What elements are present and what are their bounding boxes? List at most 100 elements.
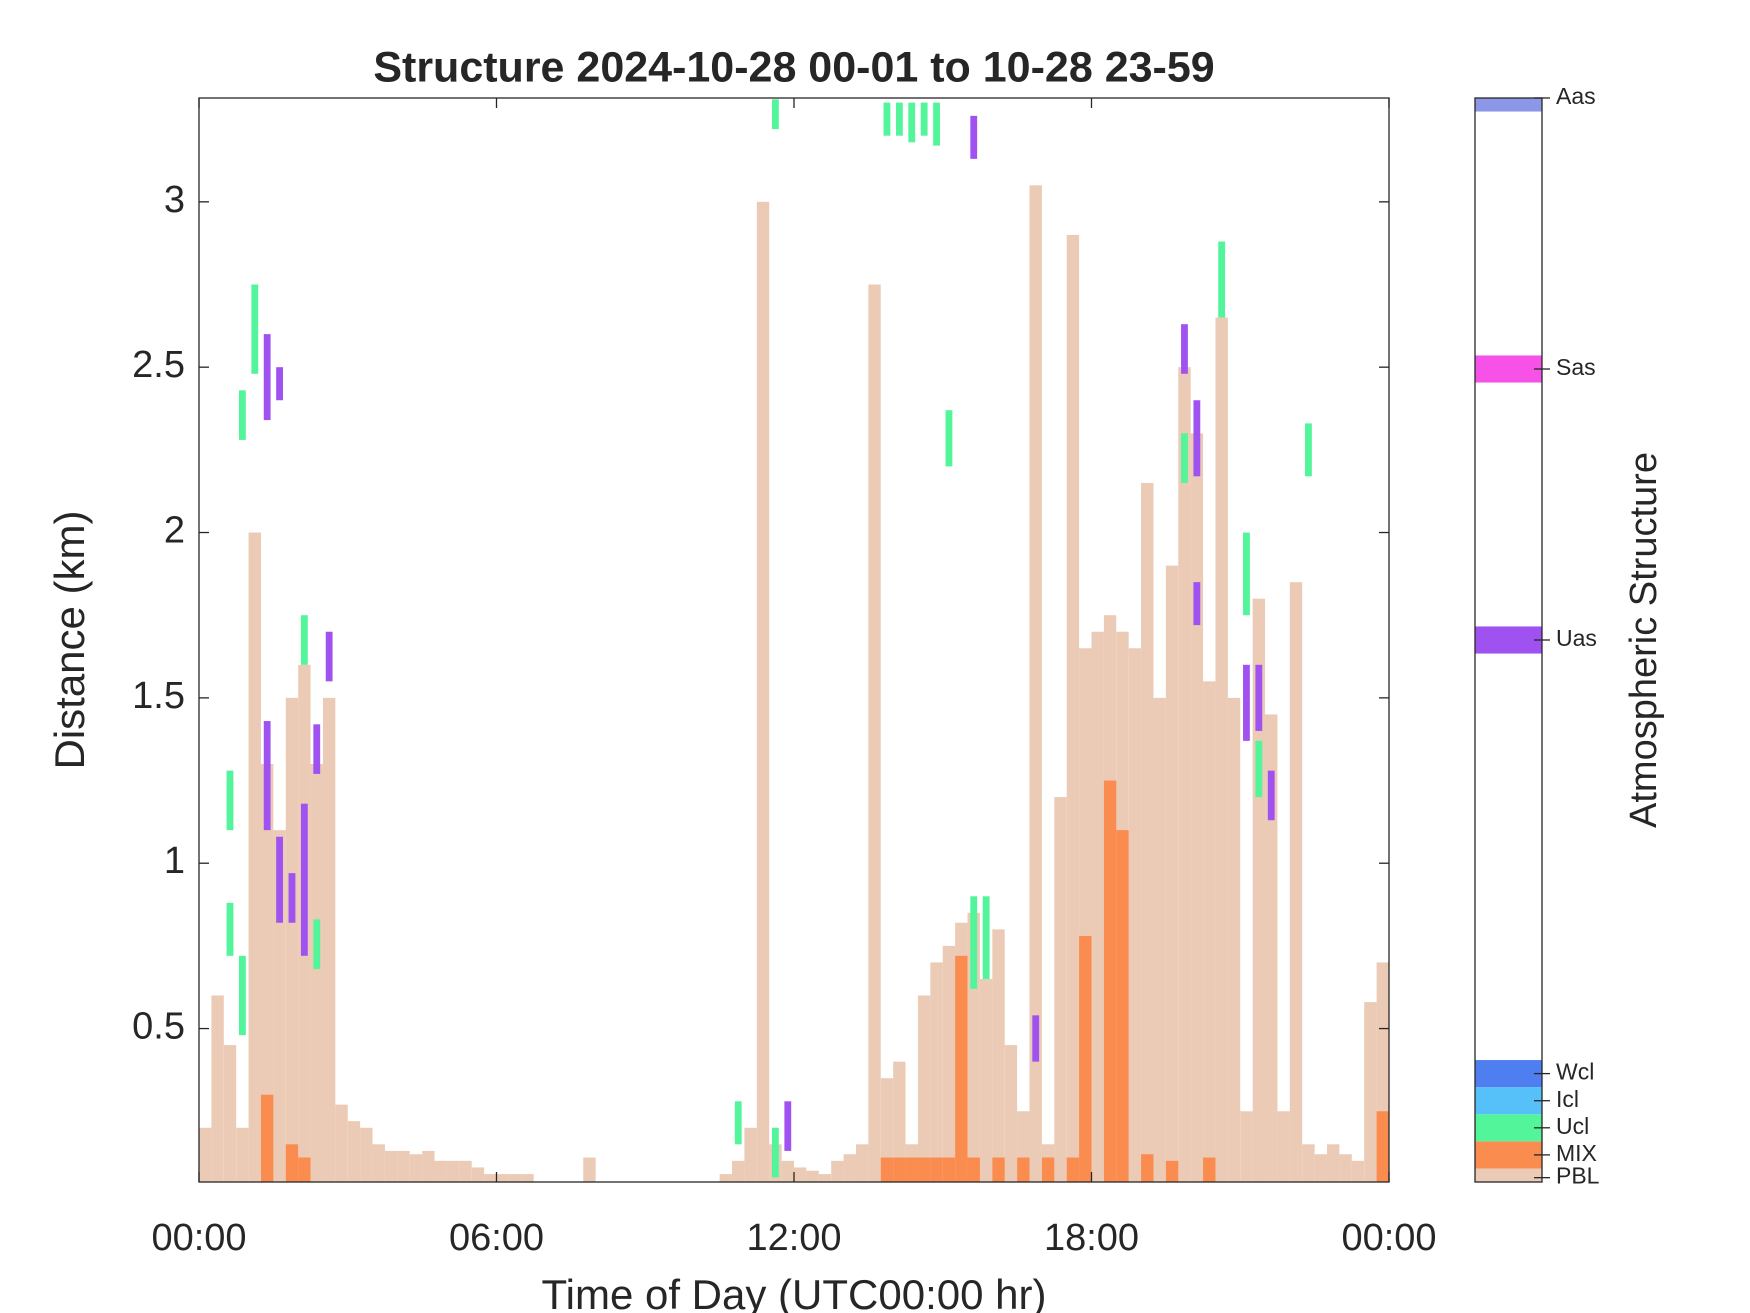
structure-bar — [843, 1154, 856, 1182]
structure-bar — [521, 1174, 534, 1182]
structure-bar — [1190, 433, 1204, 1182]
structure-bar — [868, 284, 881, 1182]
structure-bar — [1141, 1154, 1154, 1182]
structure-segment — [263, 721, 271, 831]
legend-label: PBL — [1556, 1163, 1600, 1189]
structure-bar — [1314, 1154, 1328, 1182]
structure-bar — [384, 1150, 398, 1182]
x-tick-label: 18:00 — [1044, 1217, 1139, 1259]
structure-bar — [1178, 367, 1191, 1182]
structure-bar — [1215, 317, 1228, 1183]
colorbar-swatch — [1475, 1087, 1542, 1115]
structure-bar — [855, 1144, 869, 1182]
structure-bar — [1227, 697, 1241, 1182]
structure-bar — [880, 1078, 894, 1182]
structure-segment — [226, 902, 234, 956]
structure-segment — [288, 873, 296, 923]
structure-segment — [933, 102, 940, 146]
legend-label: Wcl — [1556, 1059, 1594, 1085]
structure-segment — [263, 334, 271, 421]
structure-segment — [325, 631, 333, 682]
legend-label: Aas — [1556, 83, 1596, 109]
structure-bar — [756, 201, 770, 1182]
structure-segment — [1193, 400, 1201, 477]
structure-segment — [1181, 324, 1188, 374]
structure-segment — [883, 102, 891, 136]
structure-segment — [1181, 433, 1188, 483]
structure-segment — [251, 284, 259, 374]
structure-segment — [300, 803, 308, 956]
structure-bar — [285, 1144, 299, 1182]
structure-segment — [313, 919, 321, 970]
structure-bar — [1066, 1157, 1080, 1182]
structure-bar — [422, 1150, 435, 1182]
structure-bar — [1091, 631, 1104, 1182]
structure-segment — [920, 102, 928, 136]
y-tick-label: 0.5 — [132, 1006, 185, 1048]
structure-bar — [1029, 185, 1042, 1183]
structure-bar — [1128, 648, 1142, 1182]
structure-bar — [496, 1174, 509, 1182]
structure-bar — [1203, 1157, 1216, 1182]
structure-bar — [1116, 830, 1129, 1182]
legend-label: MIX — [1556, 1140, 1597, 1166]
colorbar-label: Atmospheric Structure — [1623, 452, 1665, 828]
structure-bar — [744, 1127, 757, 1182]
structure-bar — [818, 1174, 832, 1182]
structure-segment — [1032, 1015, 1040, 1062]
x-tick-label: 00:00 — [151, 1217, 246, 1259]
legend-label: Uas — [1556, 625, 1597, 651]
colorbar-swatch — [1475, 1164, 1542, 1182]
structure-bar — [397, 1150, 410, 1182]
structure-segment — [784, 1101, 792, 1151]
structure-segment — [970, 896, 978, 989]
colorbar-swatch — [1475, 1141, 1542, 1169]
structure-segment — [771, 1127, 779, 1178]
structure-bar — [347, 1121, 361, 1182]
structure-bar — [1351, 1160, 1365, 1182]
x-axis-label: Time of Day (UTC00:00 hr) — [542, 1271, 1047, 1313]
structure-segment — [226, 770, 234, 831]
structure-bar — [794, 1167, 807, 1182]
structure-segment — [1267, 770, 1275, 821]
structure-bar — [1004, 1045, 1018, 1182]
legend-label: Ucl — [1556, 1113, 1589, 1139]
structure-bar — [1054, 797, 1067, 1182]
structure-bar — [979, 978, 993, 1182]
structure-bar — [360, 1127, 373, 1182]
y-tick-label: 2 — [164, 510, 185, 552]
structure-bar — [1364, 1002, 1377, 1182]
structure-bar — [409, 1154, 423, 1182]
structure-bar — [322, 697, 336, 1182]
structure-bar — [893, 1061, 906, 1182]
structure-bar — [211, 995, 224, 1182]
structure-bar — [1327, 1144, 1340, 1182]
structure-bar — [223, 1045, 237, 1182]
structure-segment — [895, 102, 903, 136]
structure-segment — [238, 390, 246, 440]
legend-label: Icl — [1556, 1086, 1579, 1112]
structure-bar — [508, 1174, 522, 1182]
structure-bar — [1153, 697, 1166, 1182]
colorbar-swatch — [1475, 355, 1542, 383]
structure-segment — [276, 836, 283, 923]
structure-bar — [955, 955, 968, 1182]
structure-bar — [335, 1104, 348, 1182]
structure-bar — [1277, 1111, 1290, 1182]
structure-bar — [260, 764, 274, 1182]
structure-segment — [908, 102, 916, 143]
structure-bar — [372, 1144, 385, 1182]
structure-bar — [942, 945, 956, 1182]
structure-bar — [917, 995, 931, 1182]
structure-bar — [831, 1160, 844, 1182]
structure-bar — [917, 1157, 931, 1182]
chart-title: Structure 2024-10-28 00-01 to 10-28 23-5… — [373, 43, 1214, 91]
structure-bar — [905, 1157, 918, 1182]
structure-bar — [893, 1157, 906, 1182]
colorbar-swatch — [1475, 98, 1542, 112]
structure-segment — [1255, 740, 1263, 798]
structure-bar — [260, 1094, 274, 1182]
structure-bar — [1203, 681, 1216, 1182]
structure-bar — [1041, 1157, 1055, 1182]
structure-bar — [806, 1170, 819, 1182]
